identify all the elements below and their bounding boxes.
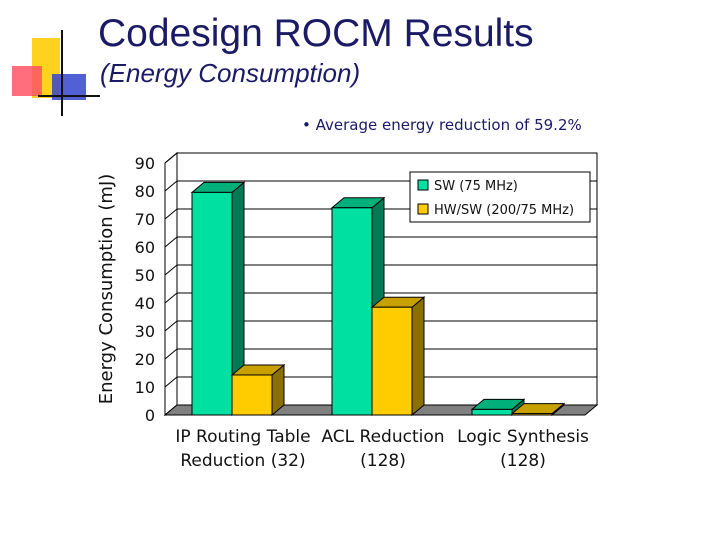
slide-title: Codesign ROCM Results: [98, 12, 534, 55]
bar: [331, 207, 373, 416]
logo-pink-square: [12, 66, 42, 96]
y-axis-label: Energy Consumption (mJ): [96, 174, 117, 405]
legend-label: SW (75 MHz): [434, 179, 518, 194]
slide-bullet: • Average energy reduction of 59.2%: [302, 116, 582, 134]
gridline: [164, 152, 597, 164]
slide-logo-icon: [12, 30, 100, 116]
x-category-label: Reduction (32): [180, 451, 305, 471]
y-tick-label: 10: [135, 378, 155, 397]
x-category-label: (128): [500, 451, 546, 471]
slide-subtitle: (Energy Consumption): [100, 58, 361, 88]
y-tick-label: 50: [135, 266, 155, 285]
bar: [471, 408, 513, 416]
gridline: [164, 320, 597, 332]
bar: [371, 306, 413, 416]
x-category-label: IP Routing Table: [175, 427, 310, 447]
y-tick-label: 0: [145, 406, 155, 425]
gridline: [164, 292, 597, 304]
legend-label: HW/SW (200/75 MHz): [434, 203, 574, 218]
y-tick-label: 80: [135, 182, 155, 201]
bar: [191, 191, 233, 416]
y-tick-label: 30: [135, 322, 155, 341]
gridline: [164, 264, 597, 276]
y-tick-label: 70: [135, 210, 155, 229]
legend-swatch: [417, 179, 429, 191]
legend-swatch: [417, 203, 429, 215]
bar-side: [411, 296, 425, 417]
x-category-label: Logic Synthesis: [457, 427, 589, 447]
y-tick-label: 90: [135, 154, 155, 173]
x-category-label: (128): [360, 451, 406, 471]
gridline: [164, 236, 597, 248]
gridline: [164, 348, 597, 360]
bar: [231, 374, 273, 416]
gridline: [164, 376, 597, 388]
left-wall: [164, 151, 178, 417]
y-tick-label: 40: [135, 294, 155, 313]
y-tick-label: 20: [135, 350, 155, 369]
x-category-label: ACL Reduction: [321, 427, 444, 447]
legend-box: [409, 171, 591, 223]
bar: [511, 413, 553, 416]
y-tick-label: 60: [135, 238, 155, 257]
